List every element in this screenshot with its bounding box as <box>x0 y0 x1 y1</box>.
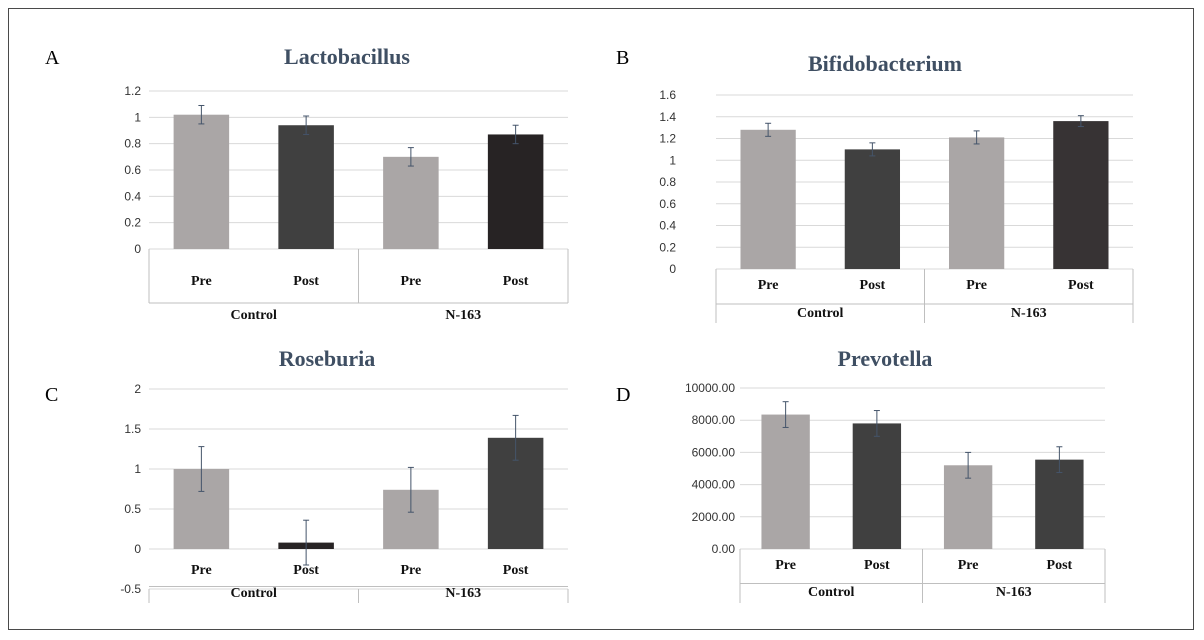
y-tick-label: 1 <box>669 153 676 167</box>
group-label: N-163 <box>445 586 481 601</box>
bar <box>852 423 902 549</box>
chart-title: Lactobacillus <box>284 44 410 69</box>
category-label: Pre <box>966 278 987 293</box>
chart-title: Bifidobacterium <box>808 51 962 76</box>
y-tick-label: 0.4 <box>124 189 141 203</box>
category-label: Post <box>864 558 890 573</box>
y-tick-label: 0.8 <box>124 137 141 151</box>
category-label: Post <box>293 274 319 289</box>
y-tick-label: 1 <box>134 462 141 476</box>
chart-title: Prevotella <box>838 346 933 371</box>
category-label: Pre <box>958 558 979 573</box>
group-label: Control <box>231 308 278 323</box>
y-tick-label: 0 <box>134 242 141 256</box>
y-tick-label: 1.2 <box>659 132 676 146</box>
category-label: Pre <box>758 278 779 293</box>
y-tick-label: 2 <box>134 382 141 396</box>
category-label: Pre <box>775 558 796 573</box>
bar <box>948 137 1005 269</box>
category-label: Post <box>503 563 529 578</box>
y-tick-label: 2000.00 <box>692 510 736 524</box>
y-tick-label: 10000.00 <box>685 381 735 395</box>
bar <box>487 134 544 249</box>
panel-letter: D <box>616 384 630 406</box>
chart-panel-b: B Bifidobacterium 0 0.2 0.4 0.6 0.8 1 1.2 1.4 1.6 P… <box>616 47 1134 323</box>
group-label: N-163 <box>445 308 481 323</box>
bar <box>740 129 796 269</box>
category-label: Post <box>860 278 886 293</box>
category-label: Pre <box>401 563 422 578</box>
bar <box>1035 459 1084 549</box>
panel-letter: C <box>45 384 58 406</box>
y-tick-label: 1.5 <box>124 422 141 436</box>
y-tick-label: 8000.00 <box>692 413 736 427</box>
chart-panel-a: A Lactobacillus 0 0.2 0.4 0.6 0.8 1 1.2 Pre Post Pr… <box>45 44 569 323</box>
bar <box>278 125 334 249</box>
group-label: N-163 <box>996 585 1032 600</box>
y-tick-label: 0.2 <box>659 240 676 254</box>
y-tick-label: 0.2 <box>124 216 141 230</box>
y-tick-label: 0 <box>669 262 676 276</box>
y-tick-label: 0.5 <box>124 502 141 516</box>
bar <box>943 465 993 549</box>
y-tick-label: 0.00 <box>712 542 736 556</box>
group-label: Control <box>808 585 855 600</box>
bar <box>383 156 439 249</box>
y-tick-label: 1.6 <box>659 88 676 102</box>
category-label: Post <box>1068 278 1094 293</box>
y-tick-label: 0 <box>134 542 141 556</box>
category-label: Pre <box>191 274 212 289</box>
y-tick-label: 4000.00 <box>692 478 736 492</box>
figure-panel: A Lactobacillus 0 0.2 0.4 0.6 0.8 1 1.2 Pre Post Pr… <box>8 8 1194 630</box>
y-tick-label: 1.4 <box>659 110 676 124</box>
y-tick-label: 6000.00 <box>692 445 736 459</box>
y-tick-label: 0.8 <box>659 175 676 189</box>
bar <box>761 414 810 549</box>
y-tick-label: -0.5 <box>120 582 141 596</box>
chart-title: Roseburia <box>279 346 376 371</box>
category-label: Pre <box>401 274 422 289</box>
y-tick-label: 0.6 <box>124 163 141 177</box>
category-label: Pre <box>191 563 212 578</box>
y-tick-label: 0.6 <box>659 197 676 211</box>
chart-panel-c: C Roseburia -0.5 0 0.5 1 1.5 2 Pre Post Pre Post Con… <box>45 346 569 603</box>
bar <box>173 114 230 249</box>
category-label: Post <box>503 274 529 289</box>
bar <box>844 149 901 269</box>
group-label: Control <box>797 306 844 321</box>
category-label: Post <box>1047 558 1073 573</box>
bar <box>1053 121 1109 269</box>
y-tick-label: 1.2 <box>124 84 141 98</box>
panel-letter: B <box>616 47 629 69</box>
y-tick-label: 1 <box>134 110 141 124</box>
chart-canvas: A Lactobacillus 0 0.2 0.4 0.6 0.8 1 1.2 Pre Post Pr… <box>45 44 1134 603</box>
panel-letter: A <box>45 47 60 69</box>
category-label: Post <box>293 563 319 578</box>
group-label: Control <box>231 586 278 601</box>
y-tick-label: 0.4 <box>659 219 676 233</box>
chart-panel-d: D Prevotella 0.00 2000.00 4000.00 6000.00 8000… <box>616 346 1106 603</box>
group-label: N-163 <box>1011 306 1047 321</box>
